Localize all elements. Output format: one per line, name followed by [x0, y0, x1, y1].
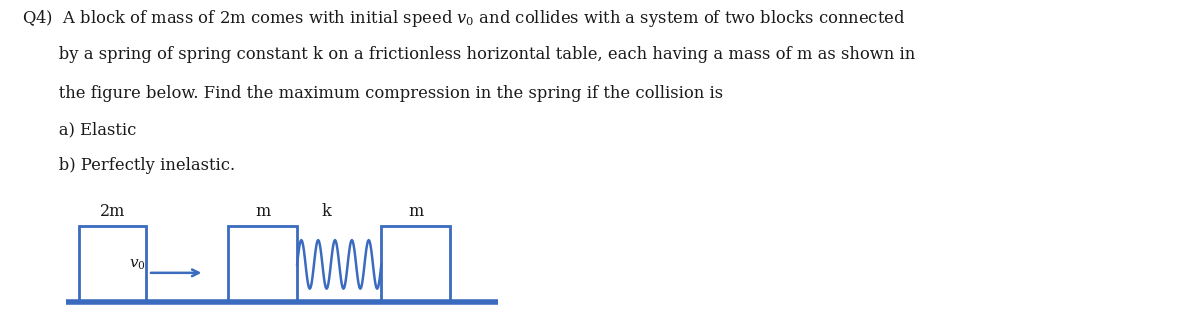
Bar — [382, 226, 450, 302]
Bar — [79, 226, 146, 302]
Text: a) Elastic: a) Elastic — [22, 122, 136, 139]
Text: $v_0$: $v_0$ — [128, 257, 145, 272]
Text: m: m — [408, 203, 424, 220]
Text: 2m: 2m — [100, 203, 125, 220]
Text: m: m — [254, 203, 270, 220]
Bar — [228, 226, 298, 302]
Text: k: k — [322, 203, 331, 220]
Text: the figure below. Find the maximum compression in the spring if the collision is: the figure below. Find the maximum compr… — [22, 85, 722, 102]
Text: Q4)  A block of mass of 2m comes with initial speed $v_0$ and collides with a sy: Q4) A block of mass of 2m comes with ini… — [22, 8, 905, 29]
Text: by a spring of spring constant k on a frictionless horizontal table, each having: by a spring of spring constant k on a fr… — [22, 46, 914, 63]
Text: b) Perfectly inelastic.: b) Perfectly inelastic. — [22, 157, 235, 174]
